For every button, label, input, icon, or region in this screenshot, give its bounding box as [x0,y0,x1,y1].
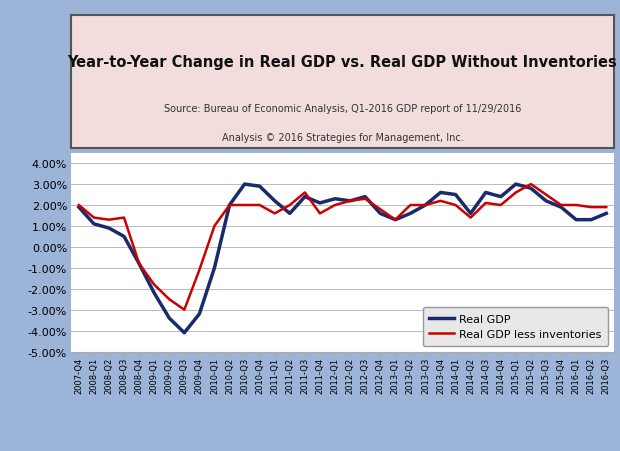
Line: Real GDP less inventories: Real GDP less inventories [79,184,606,310]
Real GDP less inventories [376,207,384,212]
Real GDP less inventories [256,203,264,208]
Real GDP [316,201,324,206]
Real GDP [151,290,158,296]
Real GDP less inventories [407,203,414,208]
Real GDP [436,190,444,196]
Real GDP [482,190,489,196]
Real GDP less inventories [452,203,459,208]
Real GDP less inventories [361,197,369,202]
Real GDP less inventories [151,282,158,288]
Real GDP less inventories [180,307,188,313]
Real GDP [392,217,399,223]
Real GDP less inventories [105,217,113,223]
Real GDP [256,184,264,189]
Real GDP less inventories [226,203,233,208]
Real GDP less inventories [120,216,128,221]
Real GDP [527,186,534,192]
Real GDP [166,316,173,321]
Real GDP less inventories [196,267,203,273]
Legend: Real GDP, Real GDP less inventories: Real GDP, Real GDP less inventories [423,308,608,346]
Real GDP less inventories [512,190,520,196]
Real GDP [603,211,610,216]
Real GDP [75,205,82,210]
Real GDP less inventories [301,190,309,196]
Real GDP [542,199,550,204]
Real GDP less inventories [603,205,610,210]
Real GDP less inventories [271,211,278,216]
Real GDP [90,221,97,227]
Real GDP [572,217,580,223]
Real GDP [180,330,188,336]
Text: Analysis © 2016 Strategies for Management, Inc.: Analysis © 2016 Strategies for Managemen… [222,133,463,143]
Real GDP less inventories [392,217,399,223]
Real GDP less inventories [588,205,595,210]
Real GDP less inventories [557,203,565,208]
Real GDP less inventories [241,203,249,208]
Real GDP less inventories [467,216,474,221]
Real GDP less inventories [331,203,339,208]
Real GDP [196,312,203,317]
Real GDP [361,194,369,200]
Real GDP less inventories [135,261,143,267]
Real GDP less inventories [316,211,324,216]
Real GDP [422,203,429,208]
Line: Real GDP: Real GDP [79,184,606,333]
Text: Source: Bureau of Economic Analysis, Q1-2016 GDP report of 11/29/2016: Source: Bureau of Economic Analysis, Q1-… [164,104,521,114]
Real GDP [120,234,128,239]
Real GDP [135,261,143,267]
Real GDP [105,226,113,231]
Real GDP [588,217,595,223]
Real GDP [452,193,459,198]
Real GDP less inventories [482,201,489,206]
Real GDP less inventories [286,203,293,208]
Real GDP [407,211,414,216]
Real GDP [512,182,520,187]
Real GDP [241,182,249,187]
Real GDP [286,211,293,216]
Real GDP less inventories [497,203,505,208]
Real GDP [271,199,278,204]
Real GDP less inventories [572,203,580,208]
Real GDP [497,194,505,200]
Real GDP less inventories [422,203,429,208]
Real GDP [331,197,339,202]
Real GDP less inventories [542,193,550,198]
Real GDP [211,266,218,271]
Real GDP [467,211,474,216]
Real GDP less inventories [166,297,173,302]
Real GDP less inventories [211,224,218,229]
Real GDP less inventories [90,216,97,221]
Real GDP [557,205,565,210]
Real GDP [376,211,384,216]
Real GDP [226,203,233,208]
Real GDP [347,199,354,204]
Real GDP less inventories [436,199,444,204]
Text: Year-to-Year Change in Real GDP vs. Real GDP Without Inventories: Year-to-Year Change in Real GDP vs. Real… [68,55,618,70]
Real GDP less inventories [347,199,354,204]
Real GDP [301,194,309,200]
Real GDP less inventories [527,182,534,187]
Real GDP less inventories [75,203,82,208]
